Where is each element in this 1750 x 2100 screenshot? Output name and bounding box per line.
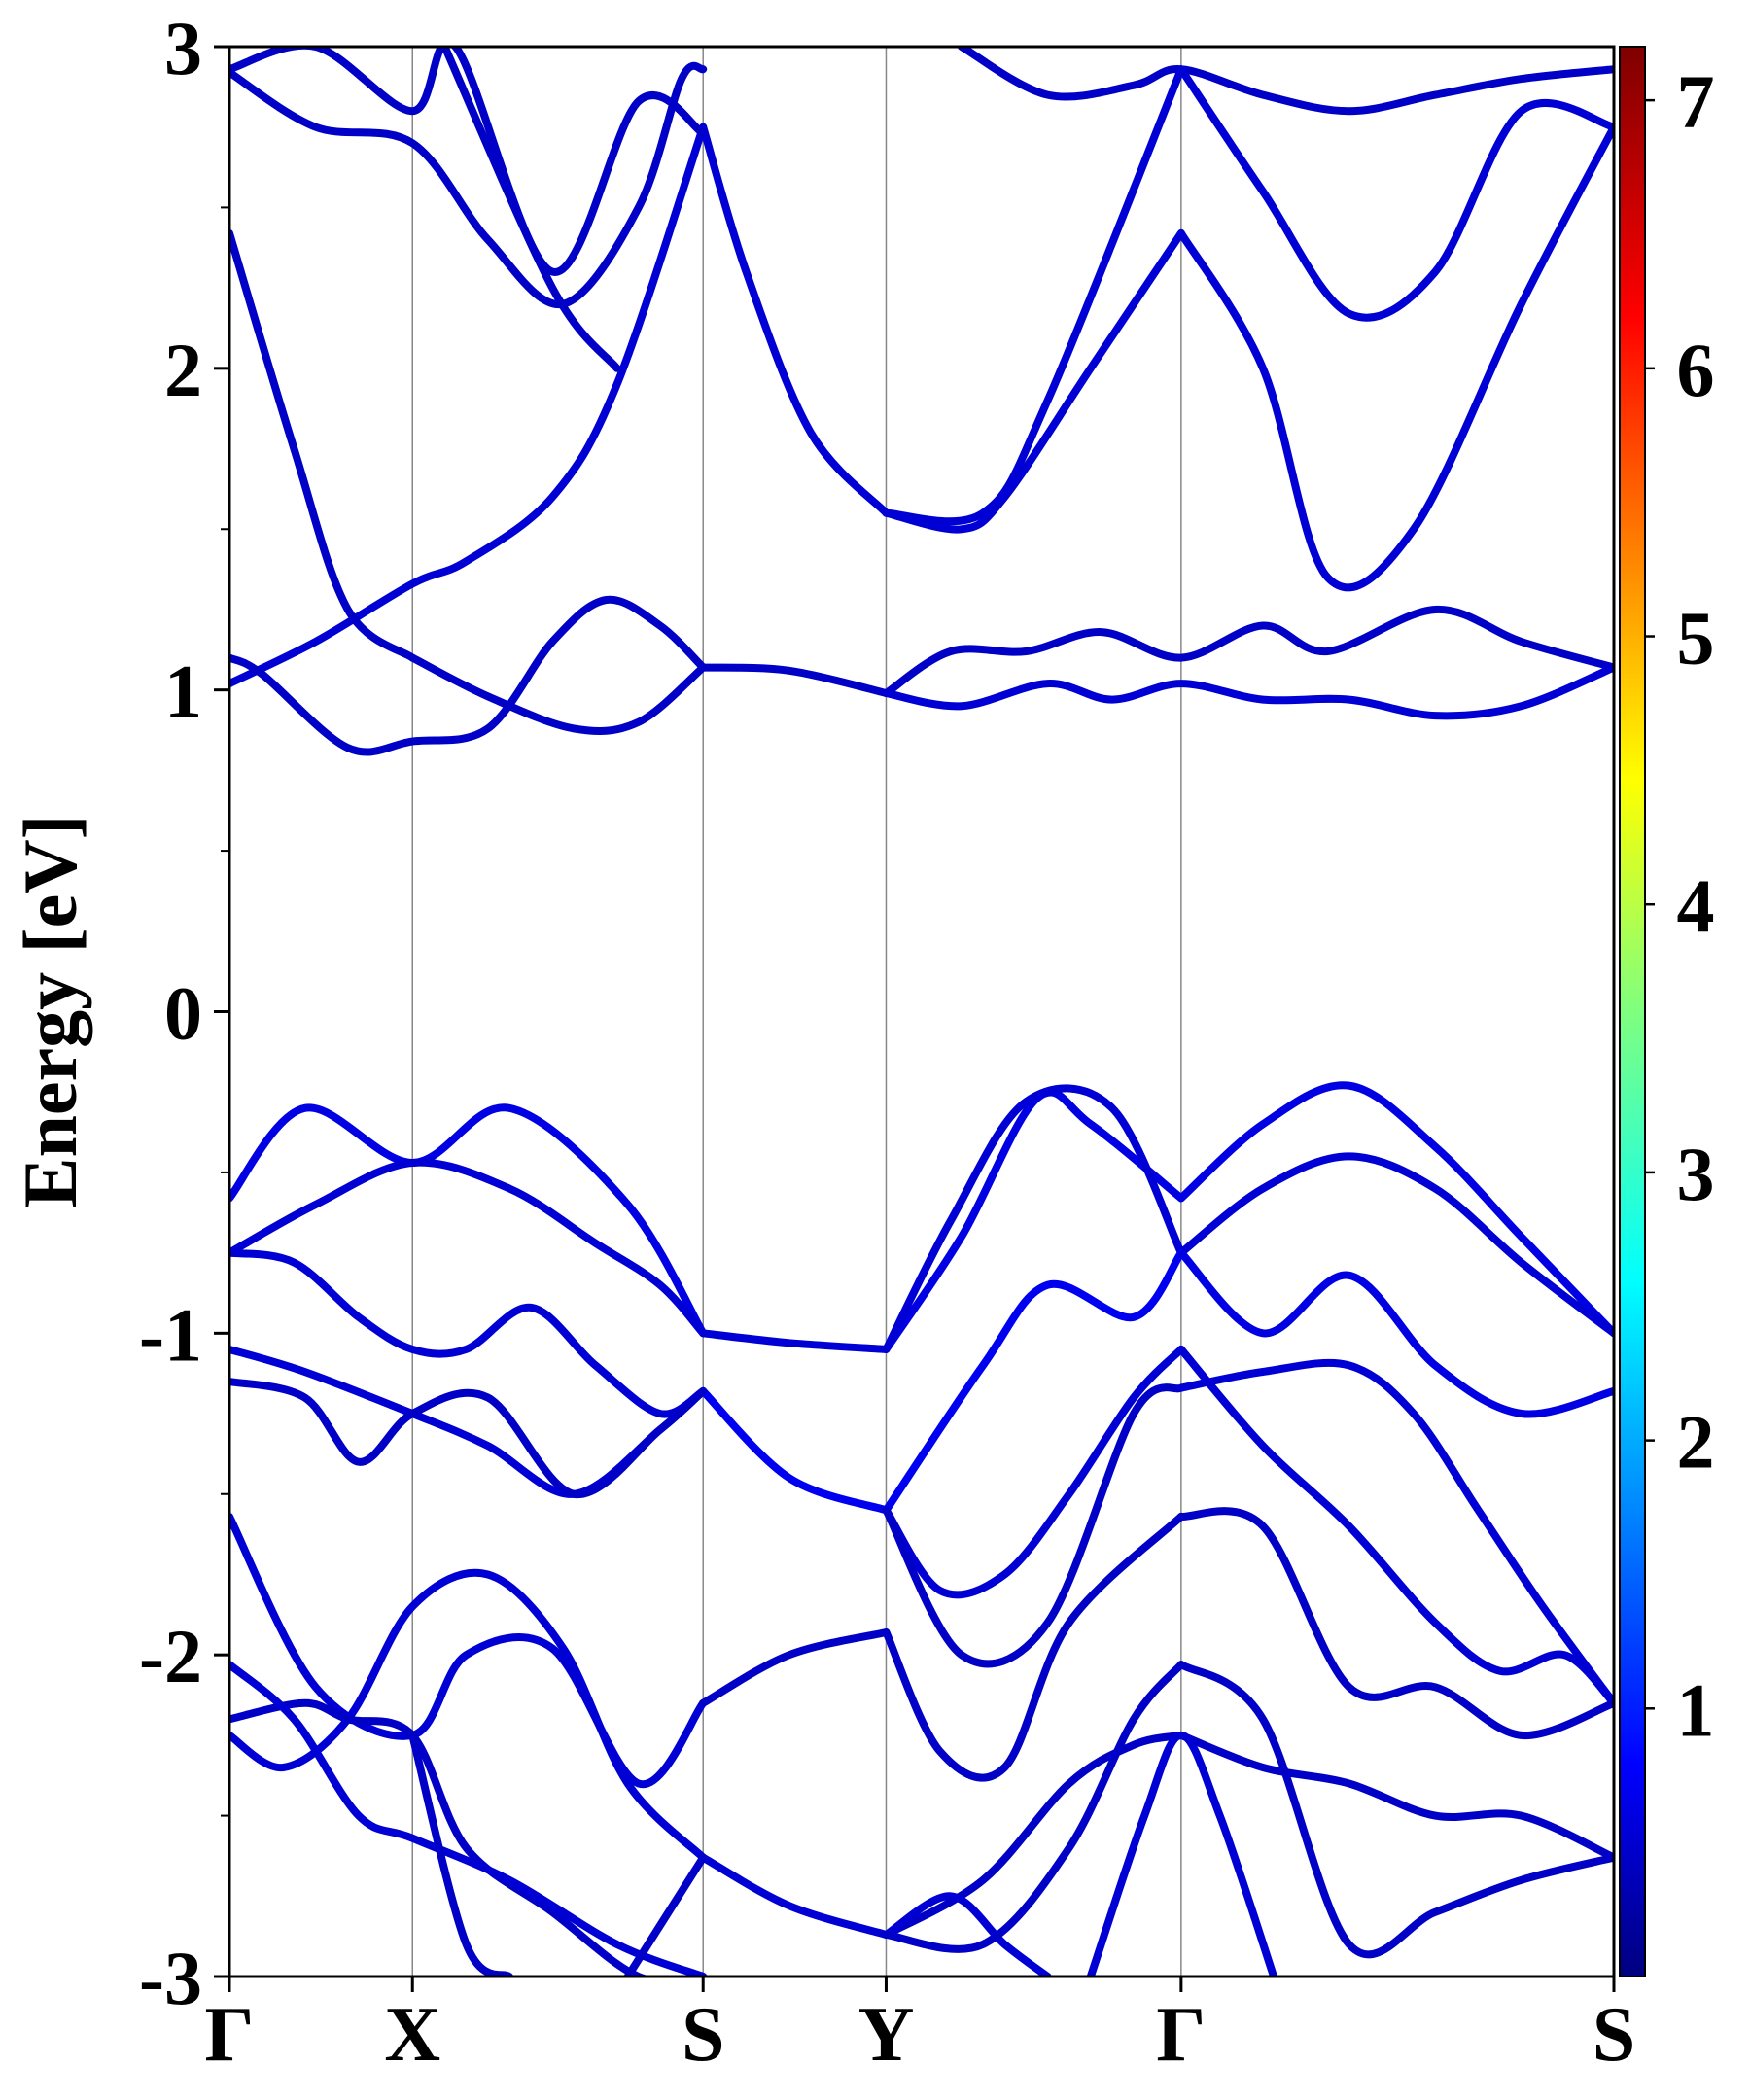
band-line-21	[229, 1158, 708, 1338]
band-line-49	[408, 1731, 513, 1977]
band-line-47	[1176, 1661, 1614, 1959]
band-line-32	[882, 1383, 1185, 1668]
band-line-8	[699, 663, 891, 697]
band-line-38	[229, 1568, 708, 1862]
y-axis: -3 -2 -1 0 1 2 3	[139, 6, 229, 2020]
colorbar	[1619, 46, 1646, 1978]
band-line-20	[1176, 1081, 1614, 1338]
colorbar-tick-label: 4	[1677, 863, 1715, 948]
y-tick-label: -3	[139, 1936, 202, 2020]
y-tick-label: -1	[139, 1292, 202, 1377]
band-line-6	[408, 653, 708, 735]
band-line-31	[1176, 1345, 1614, 1707]
band-line-4	[1176, 122, 1614, 592]
band-line-41	[1176, 1731, 1614, 1862]
x-tick-label: S	[682, 1992, 725, 2078]
colorbar-tick-label: 6	[1677, 328, 1715, 412]
band-line-5	[229, 228, 417, 662]
band-line-19	[882, 1088, 1185, 1353]
y-tick-label: 1	[164, 649, 202, 734]
band-line-43	[229, 1661, 708, 1977]
band-line-22	[882, 1084, 1185, 1353]
x-tick-label: Γ	[1156, 1992, 1206, 2078]
y-tick-label: 2	[164, 328, 202, 412]
band-line-17	[229, 1103, 708, 1338]
band-line-35	[699, 1628, 891, 1707]
band-line-1	[229, 122, 708, 688]
band-line-25	[699, 1386, 891, 1515]
band-line-2	[699, 122, 891, 517]
y-tick-label: 3	[164, 6, 202, 90]
band-line-9	[882, 605, 1614, 697]
colorbar-tick-label: 5	[1677, 596, 1715, 681]
band-line-44	[623, 1853, 708, 1977]
band-line-30	[882, 1345, 1185, 1599]
x-tick-label: Γ	[205, 1992, 255, 2078]
band-line-39	[699, 1853, 891, 1939]
band-line-16	[1176, 65, 1614, 322]
band-line-48	[1086, 1731, 1278, 1977]
band-line-40	[882, 1731, 1185, 1939]
band-line-15	[882, 65, 1185, 526]
band-line-11	[229, 61, 708, 309]
x-tick-label: Y	[858, 1992, 915, 2078]
y-tick-label: 0	[164, 971, 202, 1056]
band-line-10	[882, 663, 1614, 720]
band-line-37	[1176, 1507, 1614, 1739]
band-line-7	[229, 595, 708, 756]
band-line-14	[958, 47, 1614, 116]
band-line-33	[1176, 1358, 1614, 1707]
band-line-18	[699, 1329, 891, 1353]
band-line-27	[1176, 1248, 1614, 1418]
bands	[229, 47, 1614, 1977]
band-line-26	[882, 1248, 1185, 1515]
kpath-separators	[411, 47, 1182, 1977]
colorbar-ticks: 1 2 3 4 5 6 7	[1645, 59, 1715, 1752]
colorbar-tick-label: 3	[1677, 1132, 1715, 1216]
colorbar-tick-label: 7	[1677, 59, 1715, 144]
y-tick-label: -2	[139, 1614, 202, 1698]
band-line-13	[440, 47, 621, 372]
band-line-42	[229, 1698, 708, 1977]
band-line-45	[882, 1892, 1052, 1977]
band-line-23	[1176, 1152, 1614, 1338]
band-line-24	[229, 1248, 708, 1418]
band-line-28	[229, 1345, 708, 1498]
x-tick-label: S	[1592, 1992, 1636, 2078]
y-axis-label: Energy [eV]	[8, 814, 92, 1208]
band-line-46	[882, 1661, 1185, 1953]
band-line-3	[882, 228, 1185, 534]
band-line-34	[229, 1512, 708, 1789]
band-line-29	[229, 1378, 708, 1498]
colorbar-tick-label: 2	[1677, 1400, 1715, 1485]
band-line-12	[229, 47, 708, 276]
band-line-36	[882, 1512, 1185, 1782]
x-tick-label: X	[384, 1992, 440, 2078]
colorbar-tick-label: 1	[1677, 1667, 1715, 1752]
